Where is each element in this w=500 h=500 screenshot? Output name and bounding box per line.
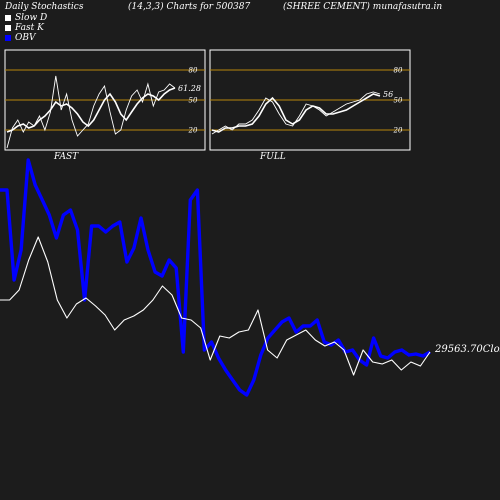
legend: Slow D Fast K OBV	[5, 13, 47, 43]
legend-label-slow-d: Slow D	[15, 13, 48, 23]
fast-end-value-label: 61.28	[178, 84, 201, 93]
chart-title-center: (14,3,3) Charts for 500387	[128, 2, 251, 12]
full-panel-label: FULL	[260, 152, 286, 162]
legend-label-obv: OBV	[15, 33, 36, 43]
full-level-label-80: 80	[394, 67, 403, 75]
fast-panel-label: FAST	[54, 152, 79, 162]
legend-swatch-slow-d	[5, 15, 11, 21]
chart-title-left: Daily Stochastics	[5, 2, 84, 12]
full-series-slow-d	[211, 93, 381, 133]
obv-line	[0, 158, 431, 397]
fast-series-slow-d	[6, 87, 176, 133]
fast-level-label-20: 20	[188, 127, 198, 135]
legend-swatch-fast-k	[5, 25, 11, 31]
close-value-label: 29563.70Close	[434, 344, 500, 355]
legend-label-fast-k: Fast K	[15, 23, 44, 33]
full-end-value-label: 56	[383, 90, 393, 99]
legend-swatch-obv	[5, 35, 11, 41]
full-level-label-20: 20	[393, 127, 403, 135]
close-price-line	[0, 236, 431, 376]
legend-item-obv: OBV	[5, 33, 47, 43]
chart-title-right: (SHREE CEMENT) munafasutra.in	[283, 2, 443, 12]
full-series-fast-k	[211, 91, 381, 135]
full-level-label-50: 50	[394, 97, 403, 105]
legend-item-slow-d: Slow D	[5, 13, 47, 23]
legend-item-fast-k: Fast K	[5, 23, 47, 33]
fast-level-label-80: 80	[189, 67, 198, 75]
fast-series-fast-k	[6, 75, 176, 149]
fast-level-label-50: 50	[189, 97, 198, 105]
